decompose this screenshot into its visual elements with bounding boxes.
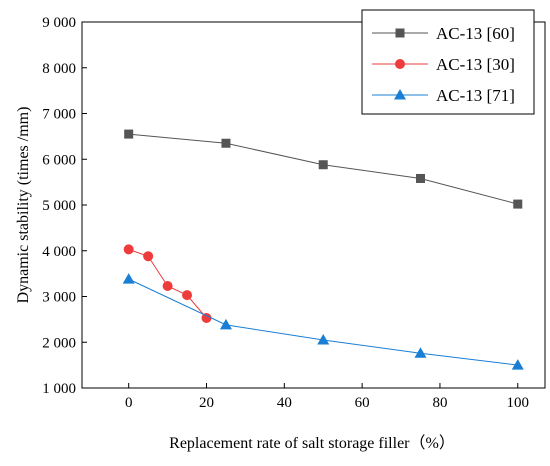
legend: AC-13 [60] AC-13 [30] AC-13 [71] [361,9,535,115]
legend-entry: AC-13 [71] [372,86,515,105]
data-point [317,333,330,345]
data-point [124,129,134,139]
data-point [122,273,135,284]
y-tick-label: 8 000 [42,61,76,77]
x-axis-title: Replacement rate of salt storage filler（… [169,434,455,452]
data-point [513,199,523,209]
data-point [123,244,134,255]
y-axis-title: Dynamic stability (times /mm) [15,107,32,304]
legend-marker [394,89,406,100]
x-tick-label: 60 [355,395,370,411]
series-3 [122,273,524,370]
data-point [221,138,231,148]
y-tick-label: 3 000 [42,290,76,306]
y-tick-label: 4 000 [42,244,76,260]
x-tick-label: 100 [507,395,530,411]
y-axis: 1 000 2 000 3 000 4 000 5 000 6 000 7 000 8 000… [42,15,87,397]
data-point [162,280,173,291]
data-point [143,251,154,262]
legend-entry: AC-13 [60] [372,24,515,43]
y-tick-label: 7 000 [42,107,76,123]
x-axis: 0 20 40 60 80 100 [125,383,529,411]
data-point [182,290,193,301]
legend-label: AC-13 [60] [436,24,515,43]
data-point [318,160,328,170]
data-point [415,173,425,183]
x-tick-label: 20 [199,395,214,411]
series-1 [124,129,523,209]
y-tick-label: 5 000 [42,198,76,214]
data-point [201,313,212,324]
y-tick-label: 9 000 [42,15,76,31]
x-tick-label: 0 [125,395,133,411]
legend-label: AC-13 [30] [436,55,515,74]
legend-label: AC-13 [71] [436,86,515,105]
y-tick-label: 1 000 [42,381,76,397]
series-2 [123,244,212,324]
y-tick-label: 6 000 [42,152,76,168]
series-layer [122,129,524,370]
legend-entry: AC-13 [30] [372,55,515,74]
data-point [511,359,524,370]
x-tick-label: 80 [432,395,447,411]
legend-marker [395,28,405,38]
data-point [414,347,427,358]
legend-marker [395,59,405,69]
x-tick-label: 40 [277,395,292,411]
y-tick-label: 2 000 [42,335,76,351]
legend-box [361,9,535,115]
data-point [219,318,232,330]
